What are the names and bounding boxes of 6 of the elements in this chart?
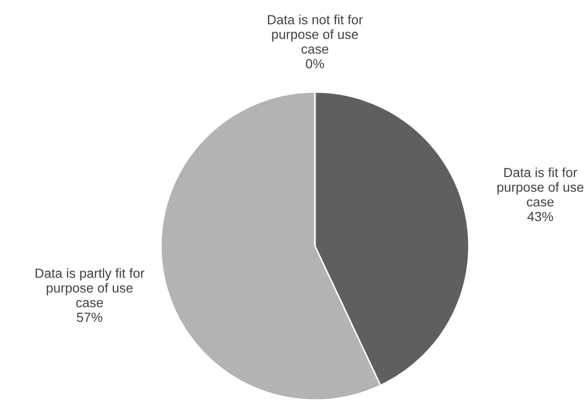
text: 0% [306,59,324,68]
data-label: 57% [76,312,102,322]
slice-label: Data is partly fit for purpose of use case [36,268,144,308]
data-label: 43% [527,212,554,222]
slice-label: Data is fit for purpose of use case [497,167,584,207]
category-label: Data is not fit for purpose of use case [268,14,363,54]
